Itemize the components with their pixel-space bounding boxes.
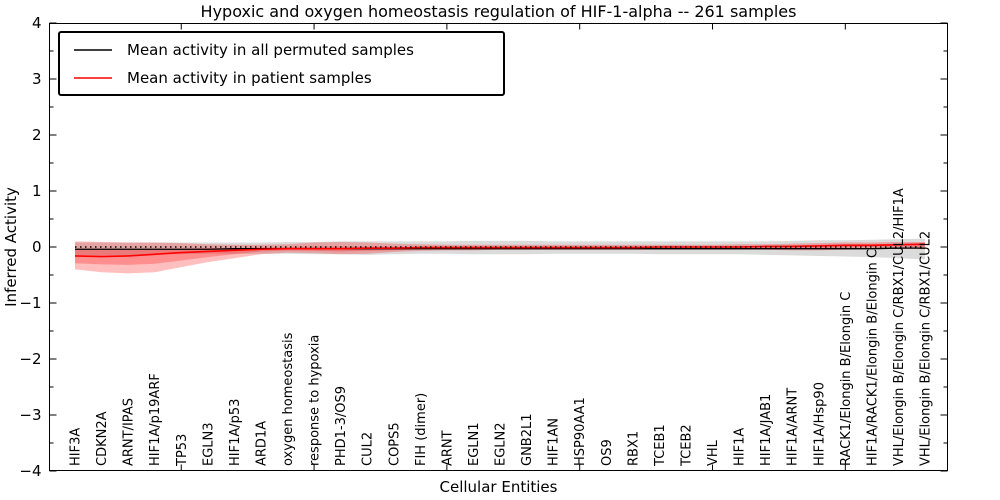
y-tick-label: 0 <box>32 238 42 256</box>
x-category-label: HIF1A/JAB1 <box>759 394 774 466</box>
x-category-label: HIF1A/ARNT <box>786 388 801 466</box>
x-category-label: PHD1-3/OS9 <box>334 386 349 466</box>
x-category-label: VHL/Elongin B/Elongin C/RBX1/CUL2/HIF1A <box>892 188 907 466</box>
x-category-label: EGLN2 <box>494 422 509 466</box>
x-category-label: HIF1A/p19ARF <box>148 373 163 466</box>
x-axis-label: Cellular Entities <box>439 478 558 496</box>
permuted-mean-line <box>75 247 925 250</box>
x-category-label: TCEB1 <box>653 424 668 467</box>
legend-item-patient: Mean activity in patient samples <box>74 64 493 92</box>
legend-item-permuted: Mean activity in all permuted samples <box>74 36 493 64</box>
x-category-label: COPS5 <box>387 422 402 466</box>
y-tick-label: 3 <box>32 70 42 88</box>
x-category-label: GNB2L1 <box>520 413 535 466</box>
x-category-label: HSP90AA1 <box>573 397 588 466</box>
x-category-label: TP53 <box>175 434 190 467</box>
x-category-label: oxygen homeostasis <box>281 332 296 466</box>
x-category-label: HIF3A <box>69 428 84 466</box>
x-category-label: FIH (dimer) <box>414 393 429 466</box>
legend: Mean activity in all permuted samples Me… <box>58 31 505 96</box>
x-category-label: HIF1A/RACK1/Elongin B/Elongin C <box>865 249 880 466</box>
y-tick-label: 4 <box>32 14 42 32</box>
x-category-label: response to hypoxia <box>308 335 323 466</box>
red-line-icon <box>74 77 112 79</box>
black-line-icon <box>74 49 112 51</box>
y-tick-label: 2 <box>32 126 42 144</box>
x-category-label: EGLN1 <box>467 422 482 466</box>
y-tick-label: −3 <box>19 406 41 424</box>
y-tick-label: −2 <box>19 350 41 368</box>
chart-title: Hypoxic and oxygen homeostasis regulatio… <box>200 2 797 21</box>
x-category-label: HIF1A/Hsp90 <box>812 382 827 466</box>
legend-label-permuted: Mean activity in all permuted samples <box>127 41 414 59</box>
x-category-label: HIF1A <box>733 428 748 466</box>
x-category-label: HIF1A/p53 <box>228 399 243 466</box>
x-category-label: ARNT <box>440 430 455 466</box>
x-category-label: VHL/Elongin B/Elongin C/RBX1/CUL2 <box>919 231 934 466</box>
y-tick-label: −4 <box>19 462 41 480</box>
x-category-label: OS9 <box>600 439 615 466</box>
x-category-label: ARD1A <box>254 421 269 466</box>
x-category-label: RBX1 <box>626 431 641 466</box>
y-axis-label: Inferred Activity <box>2 187 20 307</box>
x-category-label: ARNT/IPAS <box>122 398 137 466</box>
x-category-label: RACK1/Elongin B/Elongin C <box>839 292 854 466</box>
x-category-label: EGLN3 <box>201 422 216 466</box>
y-tick-label: −1 <box>19 294 41 312</box>
y-tick-label: 1 <box>32 182 42 200</box>
x-category-label: HIF1AN <box>547 418 562 466</box>
x-category-label: CDKN2A <box>95 411 110 466</box>
x-category-label: CUL2 <box>361 432 376 466</box>
x-category-label: VHL <box>706 439 721 466</box>
legend-label-patient: Mean activity in patient samples <box>127 69 372 87</box>
x-category-label: TCEB2 <box>679 424 694 467</box>
